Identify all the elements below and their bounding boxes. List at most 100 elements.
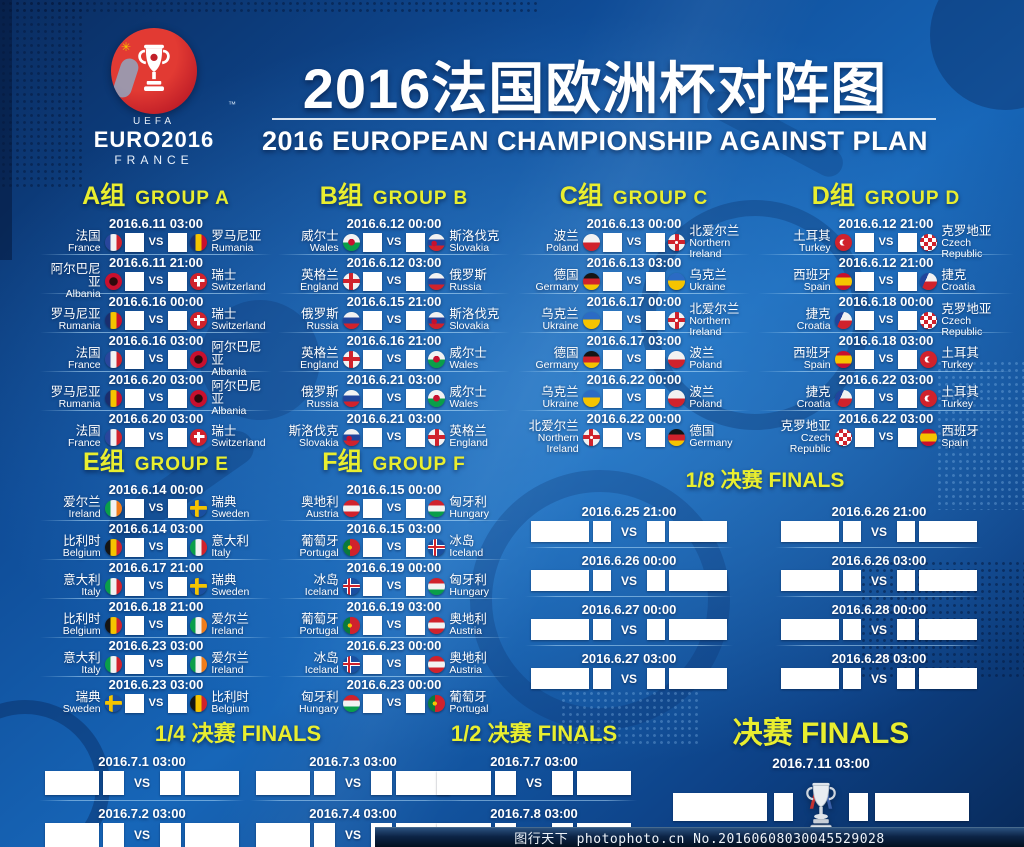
away-team-name-cn: 俄罗斯 xyxy=(449,268,487,283)
match-row: 爱尔兰 Ireland VS 瑞典 Sweden xyxy=(40,495,272,520)
score-box xyxy=(406,498,426,518)
match-datetime: 2016.6.26 03:00 xyxy=(831,553,927,568)
away-team-name-cn: 奥地利 xyxy=(449,612,487,627)
home-team-name-en: Czech Republic xyxy=(789,431,831,455)
away-team-name-en: Slovakia xyxy=(449,242,490,255)
score-box xyxy=(124,310,144,330)
knockout-match-row: VS xyxy=(781,570,978,591)
team-slot-box xyxy=(781,619,840,640)
vs-label: VS xyxy=(134,828,151,842)
team-slot-box xyxy=(669,521,728,542)
vs-label: VS xyxy=(386,236,402,248)
match-row: 土耳其 Turkey VS 克罗地亚 Czech Republic xyxy=(758,224,1014,259)
vs-label: VS xyxy=(621,524,638,539)
slovakia-flag-icon xyxy=(342,428,360,446)
away-team: 威尔士 Wales xyxy=(445,347,510,371)
away-team-name-cn: 瑞士 xyxy=(211,307,237,322)
knockout-column: 2016.6.26 21:00 VS 2016.6.26 03:00 VS 20… xyxy=(775,502,984,698)
match-datetime: 2016.6.16 03:00 xyxy=(108,332,204,348)
trophy-silhouette-icon xyxy=(138,44,170,91)
northern-ireland-flag-icon xyxy=(668,233,686,251)
home-team-name-en: Ukraine xyxy=(542,398,579,411)
belgium-flag-icon xyxy=(104,538,122,556)
score-box xyxy=(646,310,666,330)
away-team-name-en: Austria xyxy=(449,625,483,638)
knockout-match-row: VS xyxy=(531,668,728,689)
round-of-16-columns: 2016.6.25 21:00 VS 2016.6.26 00:00 VS 20… xyxy=(515,502,1015,698)
home-team-name-cn: 法国 xyxy=(75,229,101,244)
home-team: 法国 France xyxy=(40,230,105,254)
iceland-flag-icon xyxy=(342,577,360,595)
home-team: 德国 Germany xyxy=(518,347,583,371)
away-team-name-cn: 瑞典 xyxy=(211,495,237,510)
slovakia-flag-icon xyxy=(428,311,446,329)
score-box xyxy=(843,619,862,640)
away-team-name-cn: 奥地利 xyxy=(449,651,487,666)
match-row: 阿尔巴尼亚 Albania VS 瑞士 Switzerland xyxy=(40,262,272,299)
match-block: 2016.6.12 21:00 土耳其 Turkey VS 克罗地亚 Czech… xyxy=(758,215,1014,259)
home-team-name-en: France xyxy=(67,359,101,372)
score-box xyxy=(406,615,426,635)
team-slot-box xyxy=(875,793,969,821)
home-team-name-en: Albania xyxy=(65,287,101,300)
score-box xyxy=(362,271,382,291)
group-title-en: GROUP A xyxy=(135,188,230,209)
home-team: 罗马尼亚 Rumania xyxy=(40,386,105,410)
romania-flag-icon xyxy=(190,233,208,251)
score-box xyxy=(124,537,144,557)
vs-label: VS xyxy=(621,671,638,686)
away-team-name-cn: 波兰 xyxy=(689,385,715,400)
home-team-name-cn: 威尔士 xyxy=(301,229,339,244)
match-block: 2016.6.12 03:00 英格兰 England VS 俄罗斯 Russi… xyxy=(278,253,510,293)
away-team: 葡萄牙 Portugal xyxy=(445,691,510,715)
away-team: 俄罗斯 Russia xyxy=(445,269,510,293)
home-team-name-en: Croatia xyxy=(796,320,831,333)
match-row: 波兰 Poland VS 北爱尔兰 Northern Ireland xyxy=(518,224,750,259)
page-title-cn: 2016法国欧洲杯对阵图 xyxy=(302,57,888,120)
match-datetime: 2016.6.18 03:00 xyxy=(838,332,934,348)
home-team-name-cn: 西班牙 xyxy=(793,268,831,283)
score-box xyxy=(602,427,622,447)
germany-flag-icon xyxy=(582,272,600,290)
france-flag-icon xyxy=(104,233,122,251)
away-team-name-cn: 德国 xyxy=(689,424,715,439)
vs-label: VS xyxy=(626,392,642,404)
home-team-name-cn: 乌克兰 xyxy=(541,385,579,400)
vs-label: VS xyxy=(626,275,642,287)
group-b-section: B组 GROUP B 2016.6.12 00:00 威尔士 Wales VS 斯… xyxy=(278,182,510,449)
score-box xyxy=(406,693,426,713)
score-box xyxy=(406,576,426,596)
home-team-name-cn: 俄罗斯 xyxy=(301,385,339,400)
away-team-name-cn: 斯洛伐克 xyxy=(449,229,500,244)
away-team: 阿尔巴尼亚 Albania xyxy=(207,340,272,378)
decorative-dots xyxy=(0,0,86,190)
match-block: 2016.6.11 03:00 法国 France VS 罗马尼亚 Rumani… xyxy=(40,215,272,254)
home-team: 西班牙 Spain xyxy=(758,347,835,371)
group-title: E组 GROUP E xyxy=(40,448,272,477)
away-team-name-en: Switzerland xyxy=(211,281,266,294)
home-team: 克罗地亚 Czech Republic xyxy=(758,419,835,455)
group-title-en: GROUP B xyxy=(372,188,469,209)
match-row: 北爱尔兰 Northern Ireland VS 德国 Germany xyxy=(518,419,750,454)
team-slot-box xyxy=(781,668,840,689)
match-datetime: 2016.6.28 00:00 xyxy=(831,602,927,617)
match-block: 2016.6.17 21:00 意大利 Italy VS 瑞典 Sweden xyxy=(40,558,272,598)
score-box xyxy=(314,823,336,847)
score-box xyxy=(843,668,862,689)
poland-flag-icon xyxy=(668,389,686,407)
match-row: 克罗地亚 Czech Republic VS 西班牙 Spain xyxy=(758,419,1014,454)
match-row: 西班牙 Spain VS 土耳其 Turkey xyxy=(758,347,1014,371)
vs-label: VS xyxy=(871,573,888,588)
away-team: 爱尔兰 Ireland xyxy=(207,613,272,637)
away-team-name-en: Portugal xyxy=(449,703,489,716)
match-datetime: 2016.6.27 00:00 xyxy=(581,602,677,617)
vs-label: VS xyxy=(148,658,164,670)
away-team: 乌克兰 Ukraine xyxy=(685,269,750,293)
turkey-flag-icon xyxy=(920,350,938,368)
score-box xyxy=(898,388,918,408)
belgium-flag-icon xyxy=(190,694,208,712)
away-team-name-cn: 西班牙 xyxy=(941,424,979,439)
match-datetime: 2016.6.13 03:00 xyxy=(586,254,682,270)
home-team-name-cn: 英格兰 xyxy=(301,346,339,361)
score-box xyxy=(371,771,393,795)
